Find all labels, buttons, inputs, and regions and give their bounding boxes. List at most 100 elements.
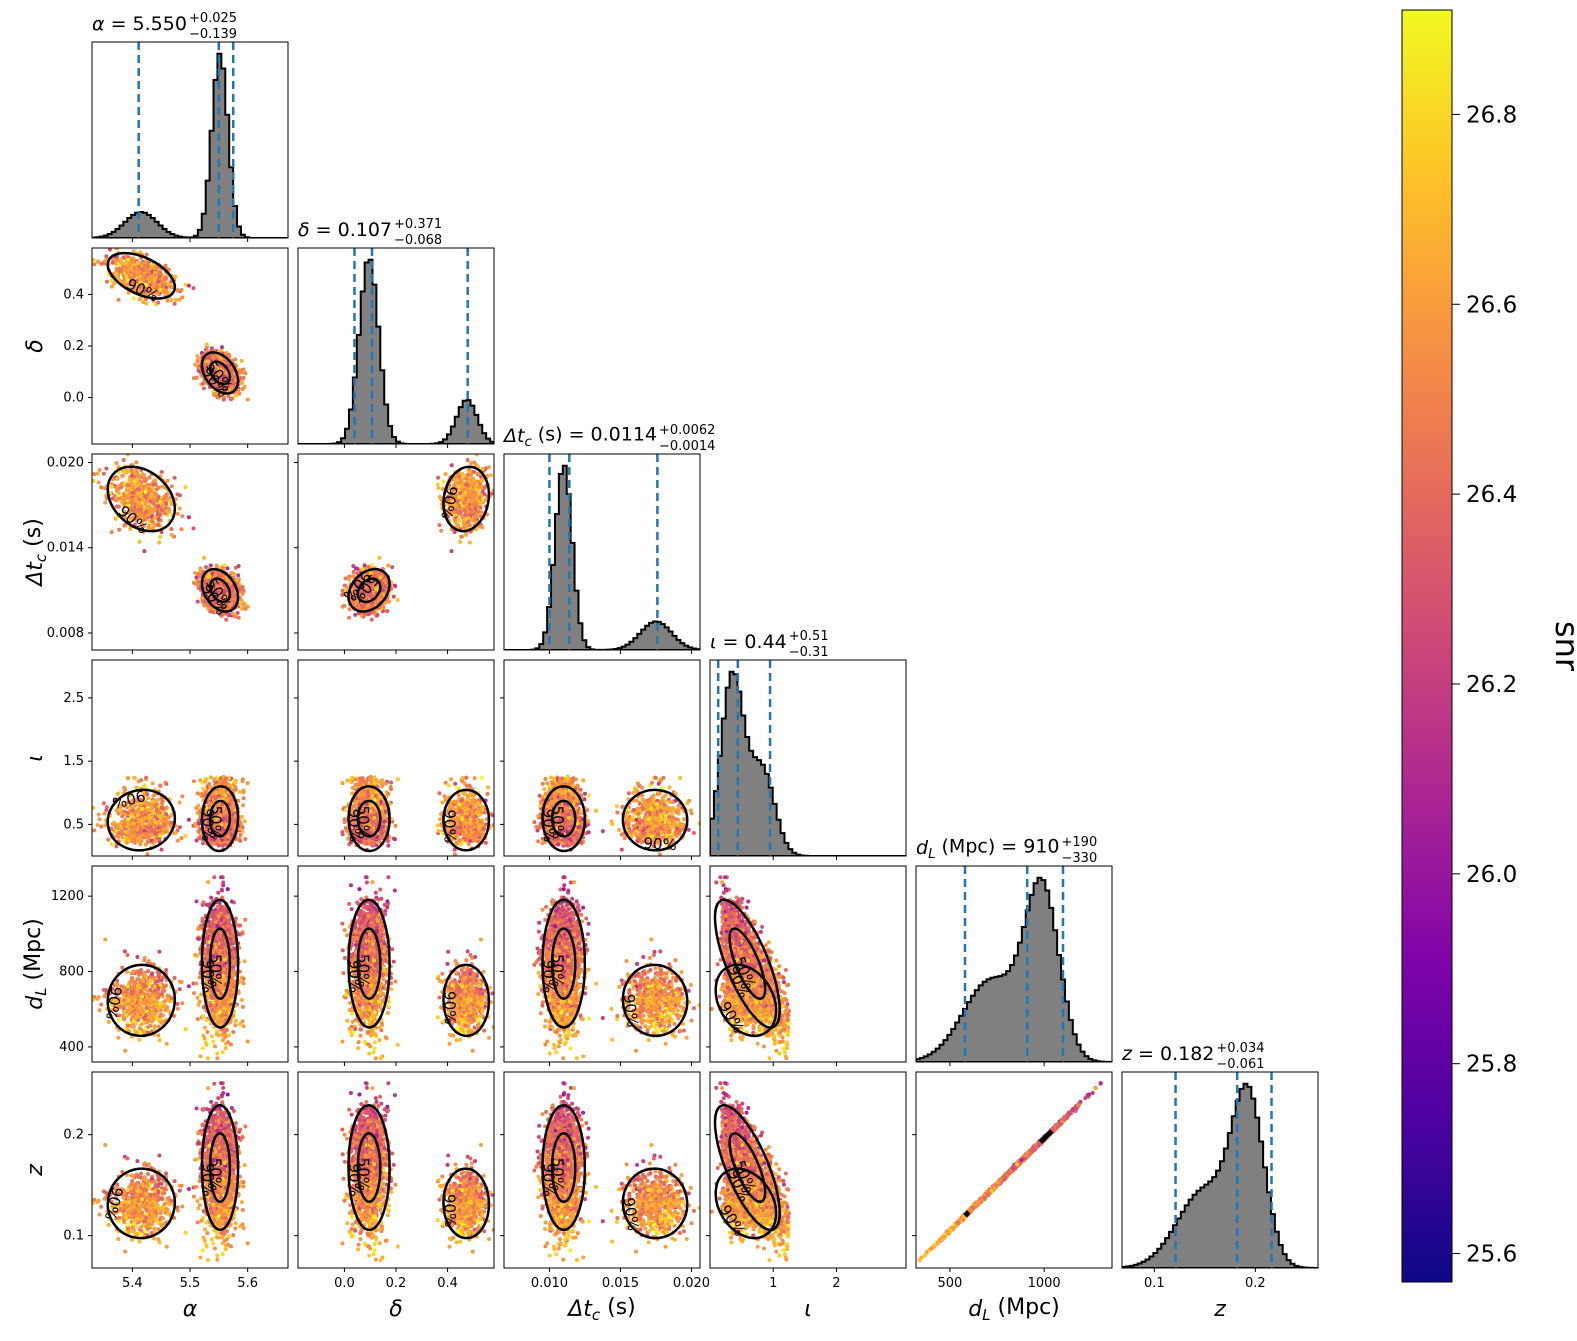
sample-point — [109, 530, 114, 535]
sample-point — [127, 493, 132, 498]
sample-point — [175, 511, 180, 516]
sample-point — [142, 498, 147, 503]
sample-point — [239, 381, 244, 386]
sample-point — [138, 289, 143, 294]
sample-point — [129, 478, 134, 483]
sample-point — [193, 362, 198, 367]
sample-point — [172, 301, 177, 306]
sample-point — [183, 485, 188, 490]
sample-point — [157, 540, 162, 545]
sample-point — [149, 288, 154, 293]
y-axis-label: δ — [23, 339, 48, 352]
sample-point — [95, 471, 100, 476]
sample-point — [216, 395, 221, 400]
sample-point — [175, 288, 180, 293]
sample-point — [116, 297, 121, 302]
sample-point — [154, 265, 159, 270]
sample-point — [239, 606, 244, 611]
panel-title-plus: +0.025 — [189, 11, 237, 26]
sample-point — [194, 376, 199, 381]
histogram-alpha: α = 5.550 +0.025−0.139 — [91, 11, 289, 242]
scatter-alpha-vs-delta: 50%90%90%0.00.20.4δ — [23, 239, 289, 448]
sample-point — [140, 472, 145, 477]
sample-point — [134, 266, 139, 271]
sample-point — [125, 482, 130, 487]
sample-point — [202, 555, 207, 560]
sample-point — [241, 588, 246, 593]
panel-title-plus: +0.371 — [394, 217, 442, 232]
sample-point — [162, 277, 167, 282]
histogram-bars — [92, 52, 288, 238]
sample-point — [97, 467, 102, 472]
sample-point — [104, 279, 109, 284]
y-tick-label: 0.4 — [63, 287, 84, 302]
sample-point — [108, 239, 112, 243]
sample-point — [202, 603, 207, 608]
panel-title-minus: −0.139 — [189, 27, 237, 42]
sample-point — [110, 496, 115, 501]
panel-title-delta: δ = 0.107 — [298, 219, 392, 241]
sample-point — [114, 461, 119, 466]
sample-point — [109, 278, 114, 283]
sample-point — [103, 259, 108, 264]
sample-point — [219, 345, 224, 350]
panel-frame — [91, 247, 289, 445]
sample-point — [156, 300, 161, 305]
sample-point — [145, 505, 150, 510]
sample-point — [177, 297, 182, 302]
sample-point — [231, 571, 236, 576]
sample-point — [152, 270, 157, 275]
sample-point — [177, 506, 182, 511]
sample-point — [156, 517, 161, 522]
sample-point — [194, 582, 199, 587]
sample-point — [225, 566, 230, 571]
sample-point — [144, 509, 149, 514]
sample-point — [122, 267, 127, 272]
sample-point — [137, 297, 142, 302]
sample-point — [149, 265, 154, 270]
sample-point — [245, 397, 250, 402]
sample-point — [157, 274, 162, 279]
sample-point — [160, 484, 165, 489]
sample-point — [168, 284, 173, 289]
sample-point — [134, 471, 139, 476]
sample-point — [241, 369, 246, 374]
sample-point — [110, 260, 115, 265]
sample-point — [230, 396, 235, 401]
sample-point — [104, 254, 109, 259]
histogram-delta: δ = 0.107 +0.371−0.068 — [297, 217, 495, 448]
sample-point — [150, 274, 155, 279]
sample-point — [243, 606, 248, 611]
sample-point — [169, 502, 174, 507]
sample-point — [239, 358, 244, 363]
sample-point — [233, 392, 238, 397]
sample-point — [158, 499, 163, 504]
sample-point — [116, 490, 121, 495]
sample-point — [194, 575, 199, 580]
corner-panels: α = 5.550 +0.025−0.13950%90%90%0.00.20.4δ… — [21, 11, 1319, 1324]
sample-point — [115, 497, 120, 502]
sample-point — [137, 539, 142, 544]
sample-point — [151, 298, 156, 303]
sample-point — [195, 354, 200, 359]
sample-point — [103, 500, 108, 505]
sample-point — [152, 278, 157, 283]
sample-point — [195, 599, 200, 604]
sample-point — [119, 260, 124, 265]
sample-point — [173, 274, 178, 279]
sample-point — [151, 487, 156, 492]
sample-point — [145, 261, 150, 266]
sample-point — [131, 256, 136, 261]
sample-point — [240, 386, 245, 391]
sample-point — [152, 507, 157, 512]
sample-point — [92, 257, 96, 262]
sample-point — [183, 282, 188, 287]
sample-point — [126, 290, 131, 295]
sample-point — [121, 458, 126, 463]
y-tick-label: 0.0 — [63, 391, 84, 406]
sample-point — [135, 260, 140, 265]
sample-point — [95, 259, 100, 264]
sample-point — [118, 257, 123, 262]
sample-point — [96, 480, 101, 485]
